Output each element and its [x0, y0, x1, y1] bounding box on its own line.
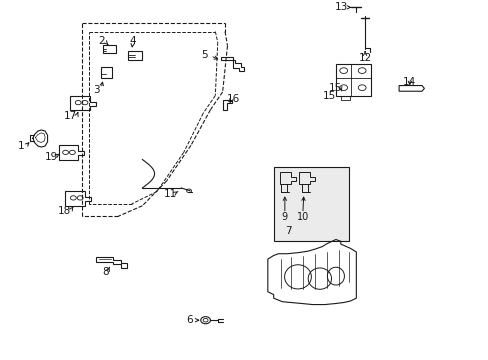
- Bar: [127, 51, 142, 60]
- Text: 15: 15: [322, 91, 335, 101]
- Bar: [101, 67, 112, 78]
- Text: 12: 12: [358, 53, 371, 63]
- Text: 9: 9: [281, 212, 287, 222]
- Text: 11: 11: [163, 189, 177, 199]
- Text: 3: 3: [93, 85, 100, 95]
- Text: 13: 13: [334, 2, 347, 12]
- Text: 7: 7: [285, 226, 291, 236]
- Text: 17: 17: [63, 111, 77, 121]
- Bar: [103, 45, 116, 53]
- Text: 16: 16: [227, 94, 240, 104]
- Text: 2: 2: [98, 36, 104, 46]
- FancyBboxPatch shape: [273, 167, 348, 241]
- Text: 14: 14: [403, 77, 416, 87]
- Bar: [335, 63, 370, 95]
- Text: 18: 18: [58, 206, 71, 216]
- Text: 19: 19: [44, 152, 58, 162]
- Text: 15: 15: [328, 84, 342, 93]
- Text: 5: 5: [201, 50, 207, 60]
- Text: 6: 6: [186, 315, 193, 325]
- Text: 8: 8: [102, 266, 109, 276]
- Text: 10: 10: [296, 212, 308, 222]
- Text: 4: 4: [129, 36, 136, 46]
- Text: 1: 1: [18, 141, 24, 151]
